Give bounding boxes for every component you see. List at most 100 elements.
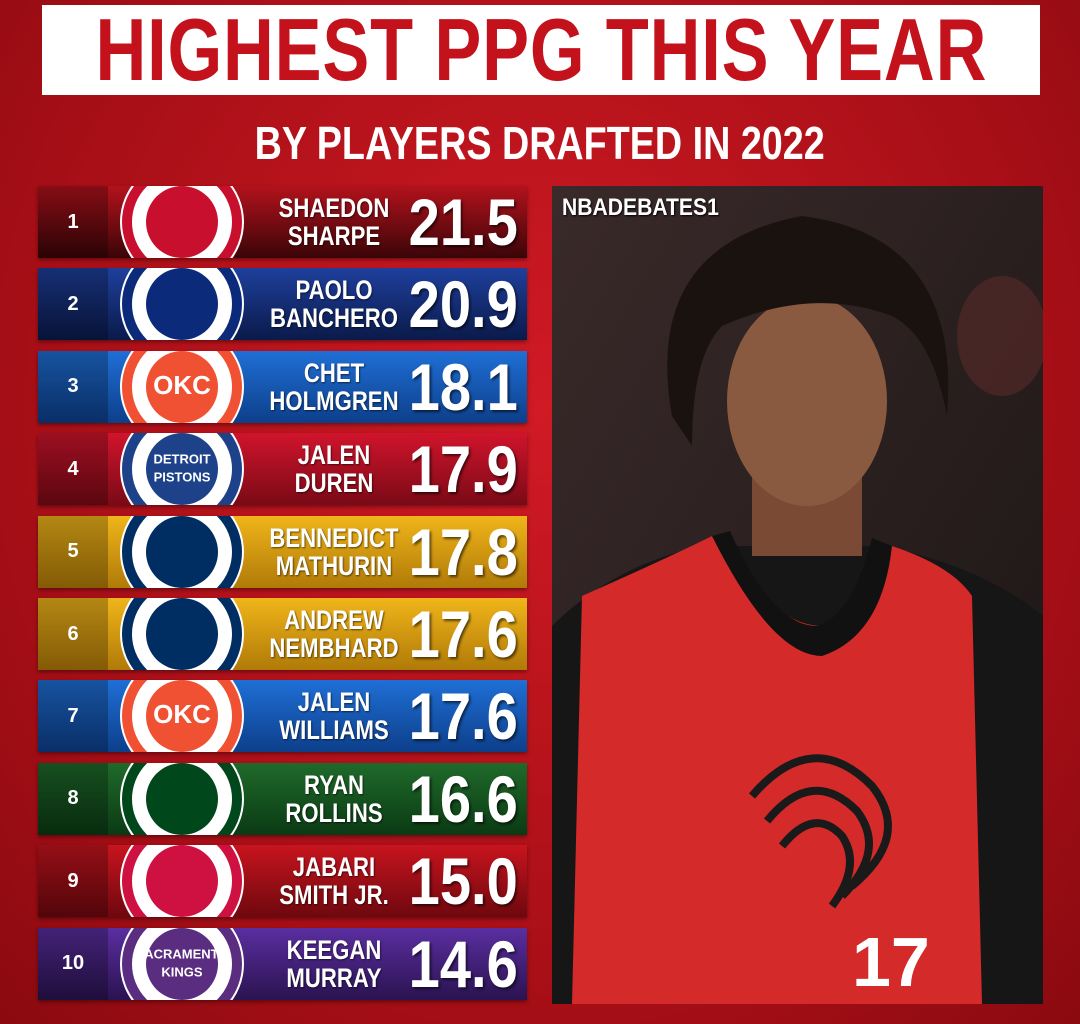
player-photo: 17 NBADEBATES1: [552, 186, 1043, 1004]
player-name-line: ANDREW: [284, 605, 384, 635]
ppg-box: 21.5: [398, 186, 527, 258]
rank: 8: [38, 762, 108, 835]
logo-ring: [122, 927, 242, 1000]
player-name-line: ROLLINS: [285, 797, 383, 828]
player-name-line: SMITH JR.: [279, 880, 389, 911]
team-logo: [120, 515, 244, 588]
ppg: 16.6: [408, 762, 518, 835]
ppg-box: 15.0: [398, 845, 527, 917]
player-name-line: WILLIAMS: [279, 715, 389, 746]
rank: 9: [38, 845, 108, 918]
player-name-line: DUREN: [294, 468, 374, 499]
ranking-row: 2 PAOLO BANCHERO 20.9: [38, 268, 527, 341]
player-name-line: MATHURIN: [275, 550, 393, 581]
rank: 1: [38, 186, 108, 258]
ppg-box: 17.6: [398, 680, 527, 752]
player-name: PAOLO BANCHERO: [250, 276, 418, 332]
rank: 4: [38, 433, 108, 506]
logo-ring: [122, 845, 242, 918]
player-name-line: RYAN: [304, 769, 364, 800]
logo-text: KINGS: [161, 964, 203, 979]
logo-ring: [122, 268, 242, 341]
logo-ring: [122, 680, 242, 753]
team-logo: OKC: [120, 350, 244, 423]
photo-art: 17: [552, 186, 1043, 1004]
team-logo: [120, 268, 244, 341]
logo-core: [146, 845, 218, 918]
team-logo: [120, 762, 244, 835]
logo-ring: [122, 598, 242, 670]
player-name: KEEGAN MURRAY: [250, 936, 418, 992]
ranking-row: 8 RYAN ROLLINS 16.6: [38, 762, 527, 835]
logo-ring: [122, 515, 242, 588]
player-name: RYAN ROLLINS: [250, 771, 418, 827]
subtitle: BY PLAYERS DRAFTED IN 2022: [254, 117, 826, 169]
ppg: 17.6: [408, 680, 518, 753]
player-name-line: JALEN: [297, 687, 371, 718]
team-logo: DETROIT PISTONS: [120, 433, 244, 506]
title-box: HIGHEST PPG THIS YEAR: [42, 5, 1040, 95]
logo-ring: [122, 350, 242, 423]
logo-text: OKC: [153, 699, 211, 729]
player-name-line: SHARPE: [287, 221, 381, 251]
jersey-number: 17: [852, 923, 930, 1001]
player-name-line: SHAEDON: [278, 193, 390, 223]
ppg: 14.6: [408, 927, 518, 1000]
player-name-line: BENNEDICT: [269, 522, 399, 553]
logo-core: [146, 186, 218, 258]
logo-core: [146, 680, 218, 753]
player-name: CHET HOLMGREN: [250, 359, 418, 415]
ppg-box: 18.1: [398, 351, 527, 423]
ranking-row: 6 ANDREW NEMBHARD 17.6: [38, 598, 527, 670]
player-name-line: PAOLO: [295, 275, 373, 306]
player-name: JABARI SMITH JR.: [250, 853, 418, 909]
team-logo: [120, 186, 244, 258]
team-logo: [120, 598, 244, 670]
logo-text: OKC: [153, 370, 211, 400]
logo-ring: [122, 762, 242, 835]
watermark: NBADEBATES1: [562, 194, 719, 221]
player-name: JALEN WILLIAMS: [250, 688, 418, 744]
ppg-box: 20.9: [398, 268, 527, 340]
logo-core: [146, 598, 218, 670]
ranking-row: 5 BENNEDICT MATHURIN 17.8: [38, 515, 527, 588]
ppg-box: 17.6: [398, 598, 527, 670]
player-name-line: JALEN: [297, 440, 371, 471]
logo-core: [146, 927, 218, 1000]
logo-core: [146, 515, 218, 588]
title: HIGHEST PPG THIS YEAR: [95, 5, 987, 95]
ppg: 17.8: [408, 515, 518, 588]
logo-core: [146, 762, 218, 835]
team-logo: OKC: [120, 680, 244, 753]
ppg-box: 16.6: [398, 763, 527, 835]
rank: 7: [38, 680, 108, 753]
player-name: ANDREW NEMBHARD: [250, 606, 418, 662]
ppg: 17.9: [408, 433, 518, 506]
ppg: 20.9: [408, 268, 518, 341]
ranking-row: 7 OKC JALEN WILLIAMS 17.6: [38, 680, 527, 753]
player-name: JALEN DUREN: [250, 441, 418, 497]
logo-core: [146, 350, 218, 423]
ranking-row: 10 SACRAMENTO KINGS KEEGAN MURRAY 14.6: [38, 927, 527, 1000]
ranking-row: 3 OKC CHET HOLMGREN 18.1: [38, 350, 527, 423]
player-name-line: KEEGAN: [286, 934, 382, 965]
ppg: 17.6: [408, 598, 518, 670]
ranking-row: 1 SHAEDON SHARPE 21.5: [38, 186, 527, 258]
player-name: BENNEDICT MATHURIN: [250, 524, 418, 580]
logo-text: SACRAMENTO: [136, 946, 229, 961]
player-name: SHAEDON SHARPE: [250, 194, 418, 250]
player-name-line: BANCHERO: [270, 303, 398, 334]
ppg: 18.1: [408, 350, 518, 423]
ppg-box: 17.8: [398, 516, 527, 588]
ppg: 21.5: [408, 186, 518, 258]
player-name-line: NEMBHARD: [269, 633, 399, 663]
player-name-line: JABARI: [292, 852, 376, 883]
player-name-line: CHET: [303, 357, 365, 388]
ppg: 15.0: [408, 845, 518, 918]
logo-text: DETROIT: [153, 452, 210, 467]
logo-ring: [122, 433, 242, 506]
ranking-row: 4 DETROIT PISTONS JALEN DUREN 17.9: [38, 433, 527, 506]
ppg-box: 17.9: [398, 433, 527, 505]
player-name-line: HOLMGREN: [269, 385, 399, 416]
